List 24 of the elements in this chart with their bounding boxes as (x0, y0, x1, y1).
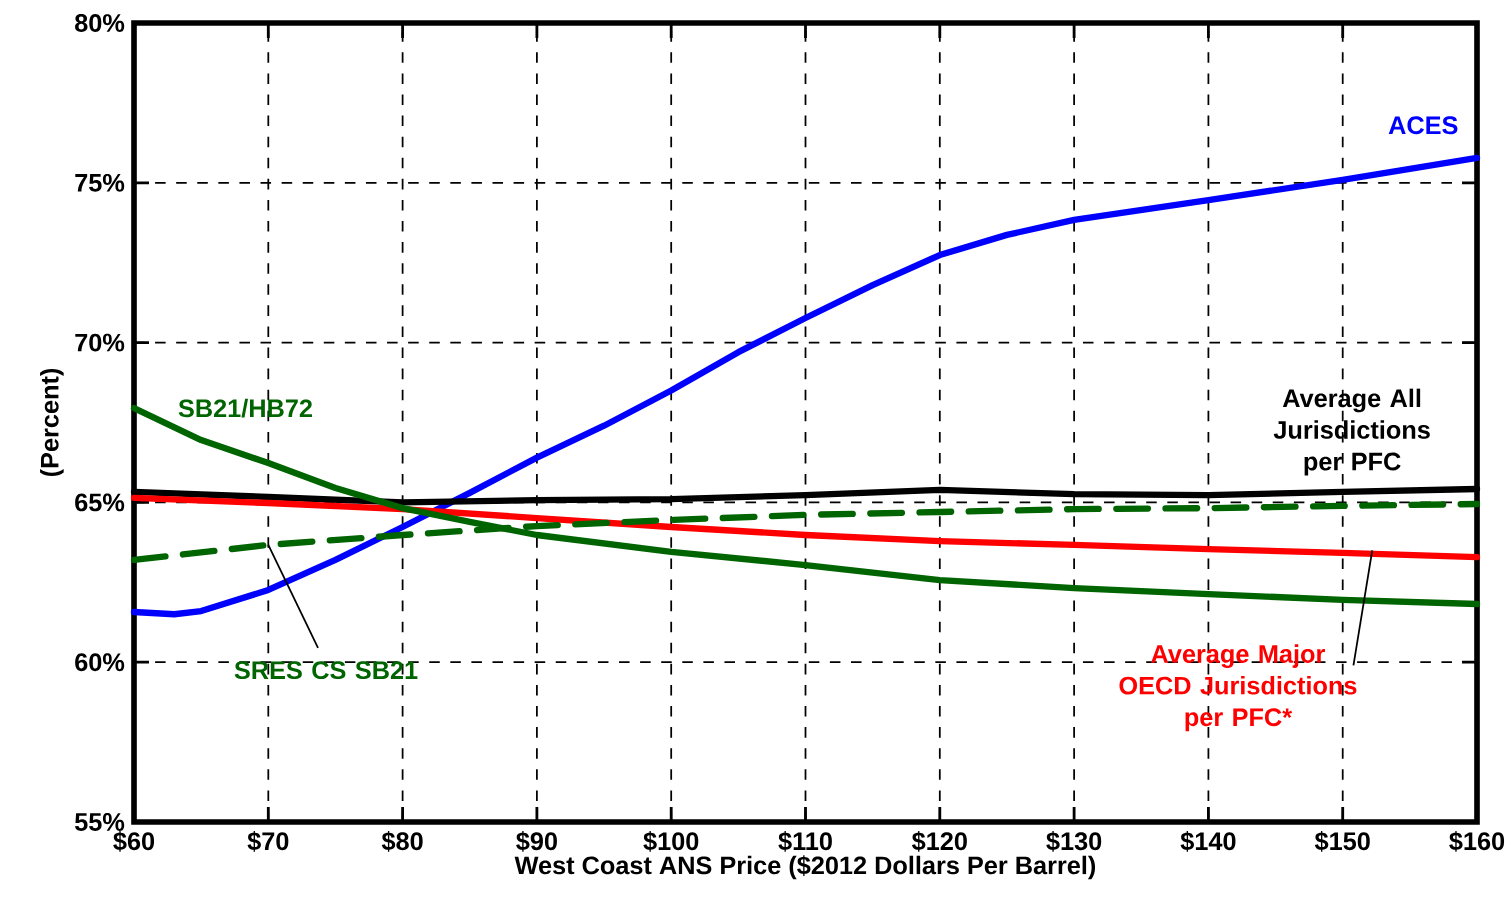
series-label: SB21/HB72 (178, 398, 312, 418)
x-tick-label: $120 (911, 831, 967, 852)
series-label: Average All Jurisdictions per PFC (1273, 388, 1430, 476)
y-tick-label: 75% (75, 173, 125, 192)
y-tick-label: 80% (75, 14, 125, 32)
text: Average Major OECD Jurisdictions per PFC* (1119, 644, 1357, 732)
y-tick-label: 70% (75, 333, 125, 352)
y-tick-label: 60% (75, 653, 125, 672)
x-tick-label: $150 (1314, 831, 1370, 852)
y-tick-label: 65% (75, 493, 125, 512)
y-tick-label: 55% (74, 813, 125, 831)
text: SRES CS SB21 (234, 661, 418, 680)
x-axis-title: West Coast ANS Price ($2012 Dollars Per Barrel) (514, 855, 1096, 880)
x-tick-label: $130 (1046, 831, 1102, 852)
x-tick-label: $110 (778, 831, 832, 852)
x-tick-label: $90 (516, 831, 557, 852)
series-label: ACES (1388, 116, 1458, 135)
x-tick-label: $70 (247, 831, 289, 852)
x-tick-label: $60 (113, 831, 155, 852)
x-tick-label: $140 (1180, 831, 1236, 852)
y-axis-title: (Percent) (40, 368, 64, 477)
x-tick-label: $80 (381, 831, 423, 852)
x-tick-label: $100 (643, 831, 699, 852)
x-tick-label: $160 (1449, 831, 1505, 852)
